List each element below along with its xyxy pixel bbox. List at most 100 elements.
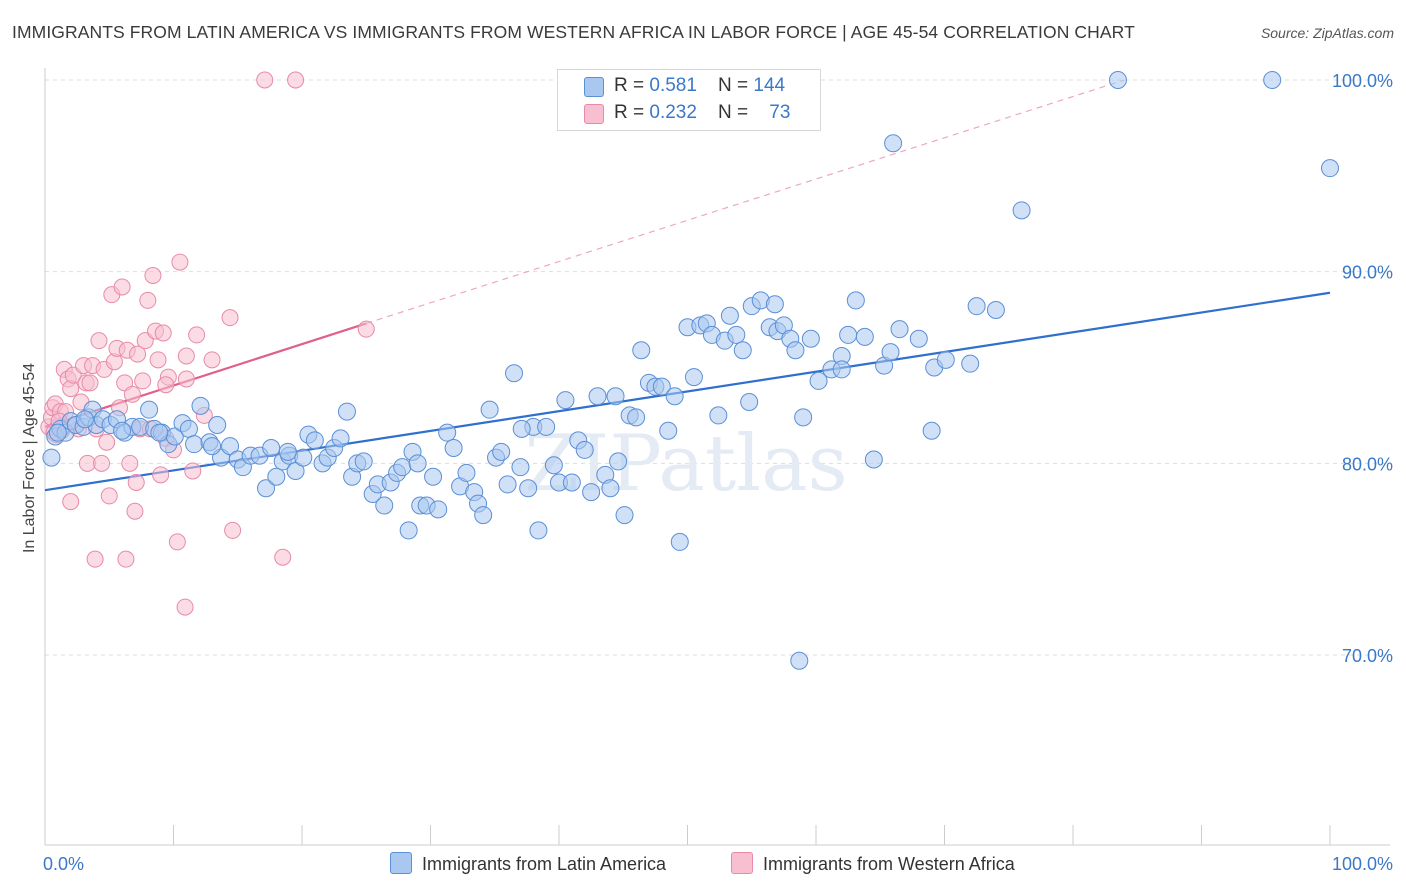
x-tick-label-max: 100.0% bbox=[1332, 854, 1393, 874]
data-point-western-africa bbox=[139, 291, 157, 309]
data-point-western-africa bbox=[98, 433, 116, 451]
bottom-legend-latin-america: Immigrants from Latin America bbox=[390, 852, 666, 878]
data-point-western-africa bbox=[81, 374, 99, 392]
legend-n-label: N = bbox=[718, 75, 754, 96]
data-point-western-africa bbox=[357, 320, 375, 338]
data-point-western-africa bbox=[93, 454, 111, 472]
data-point-latin-america bbox=[511, 458, 530, 477]
data-point-latin-america bbox=[652, 377, 671, 396]
data-point-latin-america bbox=[961, 354, 980, 373]
data-point-latin-america bbox=[684, 368, 703, 387]
data-point-latin-america bbox=[150, 423, 169, 442]
data-point-latin-america bbox=[492, 442, 511, 461]
legend-r-value: 0.232 bbox=[649, 102, 697, 123]
data-point-latin-america bbox=[986, 301, 1005, 319]
legend-n-label: N = bbox=[718, 102, 754, 123]
data-point-latin-america bbox=[267, 467, 286, 486]
data-point-latin-america bbox=[627, 408, 646, 427]
data-point-western-africa bbox=[117, 550, 135, 568]
data-point-latin-america bbox=[221, 437, 240, 456]
source-credit: Source: ZipAtlas.com bbox=[1260, 25, 1394, 41]
data-point-latin-america bbox=[659, 421, 678, 440]
data-point-western-africa bbox=[129, 345, 147, 363]
bottom-legend-label: Immigrants from Latin America bbox=[422, 854, 667, 874]
data-point-western-africa bbox=[287, 71, 305, 89]
data-point-latin-america bbox=[185, 435, 204, 454]
legend-r-label: R = bbox=[614, 75, 650, 96]
data-point-western-africa bbox=[256, 71, 274, 89]
data-point-western-africa bbox=[188, 326, 206, 344]
data-point-western-africa bbox=[274, 548, 292, 566]
watermark: ZIPatlas bbox=[524, 419, 847, 509]
bottom-legend-label: Immigrants from Western Africa bbox=[763, 854, 1015, 874]
data-point-latin-america bbox=[609, 452, 628, 471]
y-tick-label: 80.0% bbox=[1342, 454, 1393, 474]
data-point-latin-america bbox=[588, 387, 607, 406]
data-point-western-africa bbox=[127, 474, 145, 491]
data-point-latin-america bbox=[537, 417, 556, 436]
data-point-latin-america bbox=[262, 439, 281, 457]
data-point-latin-america bbox=[786, 341, 805, 360]
data-point-western-africa bbox=[62, 493, 80, 511]
data-point-latin-america bbox=[278, 442, 297, 461]
data-point-latin-america bbox=[881, 343, 900, 362]
legend-r-value: 0.581 bbox=[649, 75, 697, 96]
data-point-latin-america bbox=[709, 406, 728, 425]
data-point-latin-america bbox=[203, 437, 222, 456]
data-point-latin-america bbox=[337, 402, 356, 421]
legend-swatch-pink bbox=[584, 104, 604, 124]
data-point-latin-america bbox=[839, 325, 858, 344]
data-point-latin-america bbox=[354, 452, 373, 471]
data-point-western-africa bbox=[90, 332, 108, 350]
data-point-western-africa bbox=[121, 454, 139, 472]
data-point-latin-america bbox=[429, 500, 448, 519]
data-point-western-africa bbox=[123, 385, 141, 403]
trend-extension-western-africa bbox=[366, 79, 1125, 324]
y-tick-label: 100.0% bbox=[1332, 71, 1393, 91]
data-point-latin-america bbox=[393, 458, 412, 477]
data-point-western-africa bbox=[157, 376, 175, 394]
data-point-latin-america bbox=[457, 463, 476, 482]
data-point-latin-america bbox=[444, 439, 463, 457]
series-western-africa bbox=[40, 71, 375, 616]
data-point-western-africa bbox=[171, 253, 189, 271]
data-point-latin-america bbox=[632, 341, 651, 360]
y-tick-label: 70.0% bbox=[1342, 646, 1393, 666]
data-point-latin-america bbox=[846, 291, 865, 310]
data-point-latin-america bbox=[399, 521, 418, 540]
data-point-latin-america bbox=[519, 479, 538, 498]
data-point-latin-america bbox=[890, 320, 909, 339]
data-point-latin-america bbox=[556, 391, 575, 410]
data-point-latin-america bbox=[832, 360, 851, 379]
bottom-legend-swatch-blue bbox=[390, 852, 412, 874]
y-tick-label: 90.0% bbox=[1342, 263, 1393, 283]
legend-n-value: 73 bbox=[769, 102, 791, 123]
data-point-latin-america bbox=[424, 467, 443, 486]
data-point-latin-america bbox=[740, 393, 759, 411]
data-point-latin-america bbox=[48, 423, 67, 442]
data-point-latin-america bbox=[855, 327, 874, 346]
data-point-western-africa bbox=[177, 347, 195, 365]
tick-labels: 70.0% 80.0% 90.0% 100.0% 0.0% 100.0% bbox=[43, 71, 1393, 874]
data-point-latin-america bbox=[505, 364, 524, 383]
data-point-latin-america bbox=[967, 297, 986, 316]
data-point-latin-america bbox=[794, 408, 813, 427]
data-point-latin-america bbox=[575, 440, 594, 459]
data-point-western-africa bbox=[203, 351, 221, 369]
data-point-latin-america bbox=[909, 329, 928, 348]
data-point-western-africa bbox=[149, 351, 167, 369]
data-point-western-africa bbox=[134, 372, 152, 390]
data-point-latin-america bbox=[582, 483, 601, 502]
data-point-latin-america bbox=[884, 134, 903, 153]
data-point-latin-america bbox=[801, 329, 820, 348]
data-point-western-africa bbox=[168, 533, 186, 551]
data-point-latin-america bbox=[606, 387, 625, 406]
data-point-latin-america bbox=[140, 400, 159, 419]
data-point-western-africa bbox=[100, 487, 118, 505]
data-point-latin-america bbox=[408, 454, 427, 473]
data-point-latin-america bbox=[257, 479, 276, 498]
gridlines bbox=[45, 79, 1390, 656]
legend-n-value: 144 bbox=[753, 75, 786, 96]
data-point-latin-america bbox=[864, 450, 883, 469]
legend: R = 0.581 N = 144 R = 0.232 N = 73 bbox=[557, 69, 821, 131]
